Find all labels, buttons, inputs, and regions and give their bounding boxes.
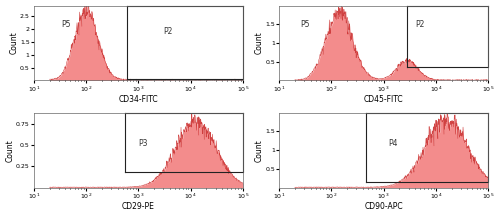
X-axis label: CD34-FITC: CD34-FITC bbox=[118, 95, 158, 104]
Y-axis label: Count: Count bbox=[255, 32, 264, 54]
Text: P5: P5 bbox=[61, 20, 70, 28]
Y-axis label: Count: Count bbox=[6, 139, 15, 161]
Text: P4: P4 bbox=[388, 139, 398, 148]
X-axis label: CD29-PE: CD29-PE bbox=[122, 202, 155, 211]
Y-axis label: Count: Count bbox=[10, 32, 18, 54]
X-axis label: CD45-FITC: CD45-FITC bbox=[364, 95, 404, 104]
Text: P2: P2 bbox=[164, 27, 173, 36]
X-axis label: CD90-APC: CD90-APC bbox=[364, 202, 403, 211]
Text: P2: P2 bbox=[415, 20, 424, 28]
Text: P5: P5 bbox=[300, 20, 310, 28]
Text: P3: P3 bbox=[138, 139, 148, 148]
Y-axis label: Count: Count bbox=[255, 139, 264, 161]
